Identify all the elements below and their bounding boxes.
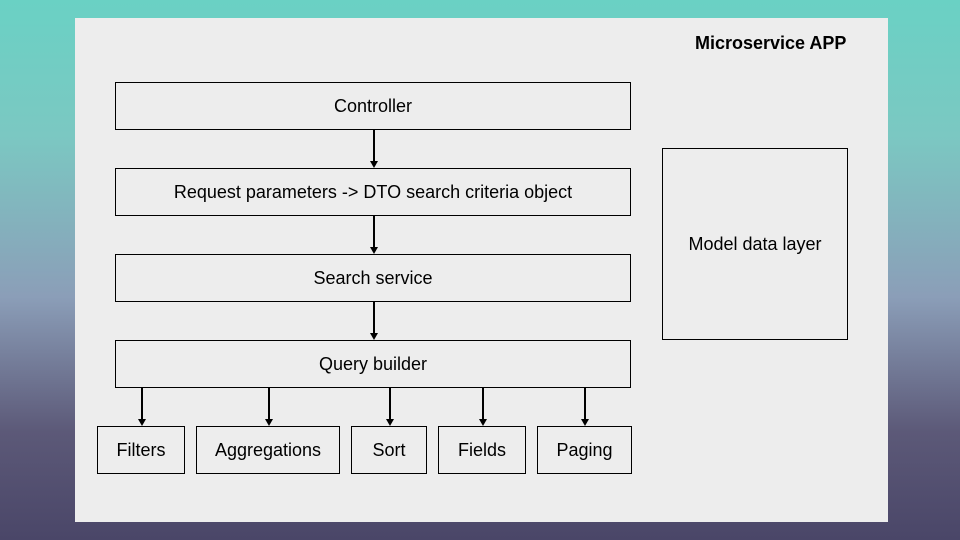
node-label-controller: Controller xyxy=(334,96,412,117)
diagram-title: Microservice APP xyxy=(695,33,846,54)
arrow-line xyxy=(373,216,375,248)
node-search: Search service xyxy=(115,254,631,302)
arrow-head-icon xyxy=(138,419,146,426)
node-fields: Fields xyxy=(438,426,526,474)
node-query: Query builder xyxy=(115,340,631,388)
node-controller: Controller xyxy=(115,82,631,130)
arrow-head-icon xyxy=(370,333,378,340)
arrow-head-icon xyxy=(479,419,487,426)
arrow-line xyxy=(373,130,375,162)
node-label-aggregations: Aggregations xyxy=(215,440,321,461)
node-label-sort: Sort xyxy=(372,440,405,461)
node-label-filters: Filters xyxy=(117,440,166,461)
node-label-dto: Request parameters -> DTO search criteri… xyxy=(174,182,572,203)
arrow-line xyxy=(584,388,586,420)
arrow-line xyxy=(389,388,391,420)
node-filters: Filters xyxy=(97,426,185,474)
node-sort: Sort xyxy=(351,426,427,474)
arrow-head-icon xyxy=(370,161,378,168)
node-label-query: Query builder xyxy=(319,354,427,375)
node-dto: Request parameters -> DTO search criteri… xyxy=(115,168,631,216)
arrow-head-icon xyxy=(370,247,378,254)
node-paging: Paging xyxy=(537,426,632,474)
arrow-line xyxy=(268,388,270,420)
node-label-fields: Fields xyxy=(458,440,506,461)
arrow-head-icon xyxy=(386,419,394,426)
node-label-search: Search service xyxy=(313,268,432,289)
node-label-model: Model data layer xyxy=(688,234,821,255)
node-label-paging: Paging xyxy=(556,440,612,461)
arrow-head-icon xyxy=(581,419,589,426)
arrow-line xyxy=(141,388,143,420)
node-aggregations: Aggregations xyxy=(196,426,340,474)
node-model: Model data layer xyxy=(662,148,848,340)
arrow-head-icon xyxy=(265,419,273,426)
arrow-line xyxy=(482,388,484,420)
arrow-line xyxy=(373,302,375,334)
